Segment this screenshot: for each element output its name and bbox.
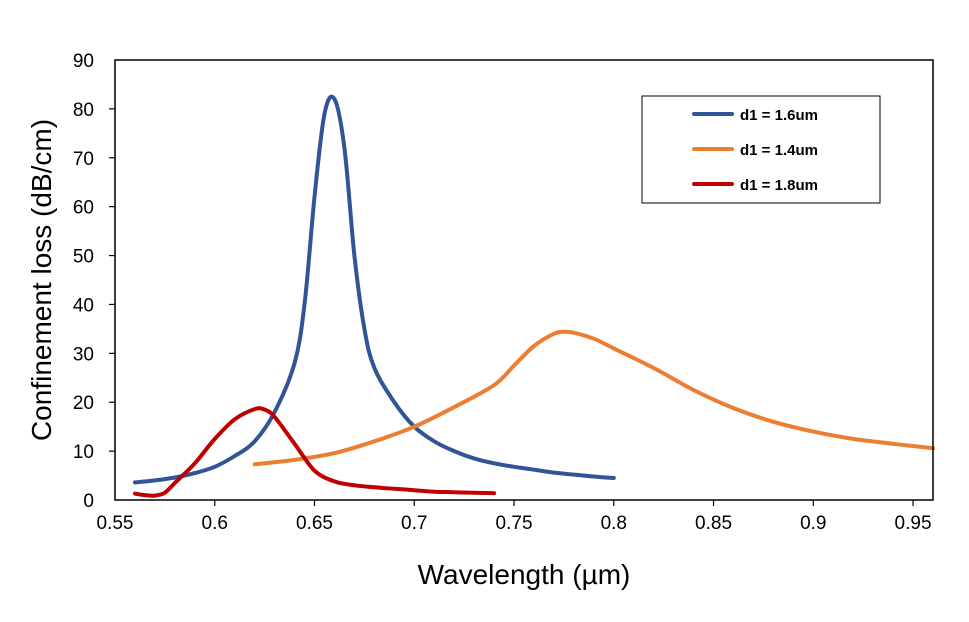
series-line-3 [133, 406, 497, 498]
y-tick-label: 60 [73, 198, 94, 219]
legend-label-1: d1 = 1.6um [740, 107, 818, 124]
legend-box [641, 95, 881, 204]
y-tick-label: 20 [73, 393, 94, 414]
x-tick-label: 0.9 [800, 513, 826, 534]
y-tick-label: 10 [73, 442, 94, 463]
legend: d1 = 1.6um d1 = 1.4um d1 = 1.8um [641, 95, 881, 204]
y-tick-label: 50 [73, 247, 94, 268]
legend-label-3: d1 = 1.8um [740, 177, 818, 194]
y-tick-label: 90 [73, 51, 94, 72]
series-line-2 [252, 329, 935, 467]
legend-label-2: d1 = 1.4um [740, 142, 818, 159]
x-tick-label: 0.6 [202, 513, 228, 534]
x-tick-label: 0.65 [296, 513, 333, 534]
series-line-1 [133, 94, 616, 485]
x-axis-title: Wavelength (µm) [418, 559, 631, 590]
y-tick-label: 0 [83, 491, 94, 512]
x-tick-label: 0.55 [97, 513, 134, 534]
x-tick-label: 0.95 [895, 513, 932, 534]
axis-ticks: 0.55 0.6 0.65 0.7 0.75 0.8 0.85 0.9 0.95 0 10 20 30 4… [73, 51, 932, 534]
x-tick-label: 0.7 [401, 513, 427, 534]
series-layer [133, 94, 935, 498]
plot-area-frame [114, 59, 934, 501]
y-tick-label: 80 [73, 100, 94, 121]
x-tick-label: 0.8 [601, 513, 627, 534]
x-tick-label: 0.85 [695, 513, 732, 534]
y-tick-label: 30 [73, 344, 94, 365]
x-tick-label: 0.75 [496, 513, 533, 534]
y-tick-label: 40 [73, 295, 94, 316]
y-axis-title: Confinement loss (dB/cm) [26, 119, 57, 441]
y-tick-label: 70 [73, 149, 94, 170]
